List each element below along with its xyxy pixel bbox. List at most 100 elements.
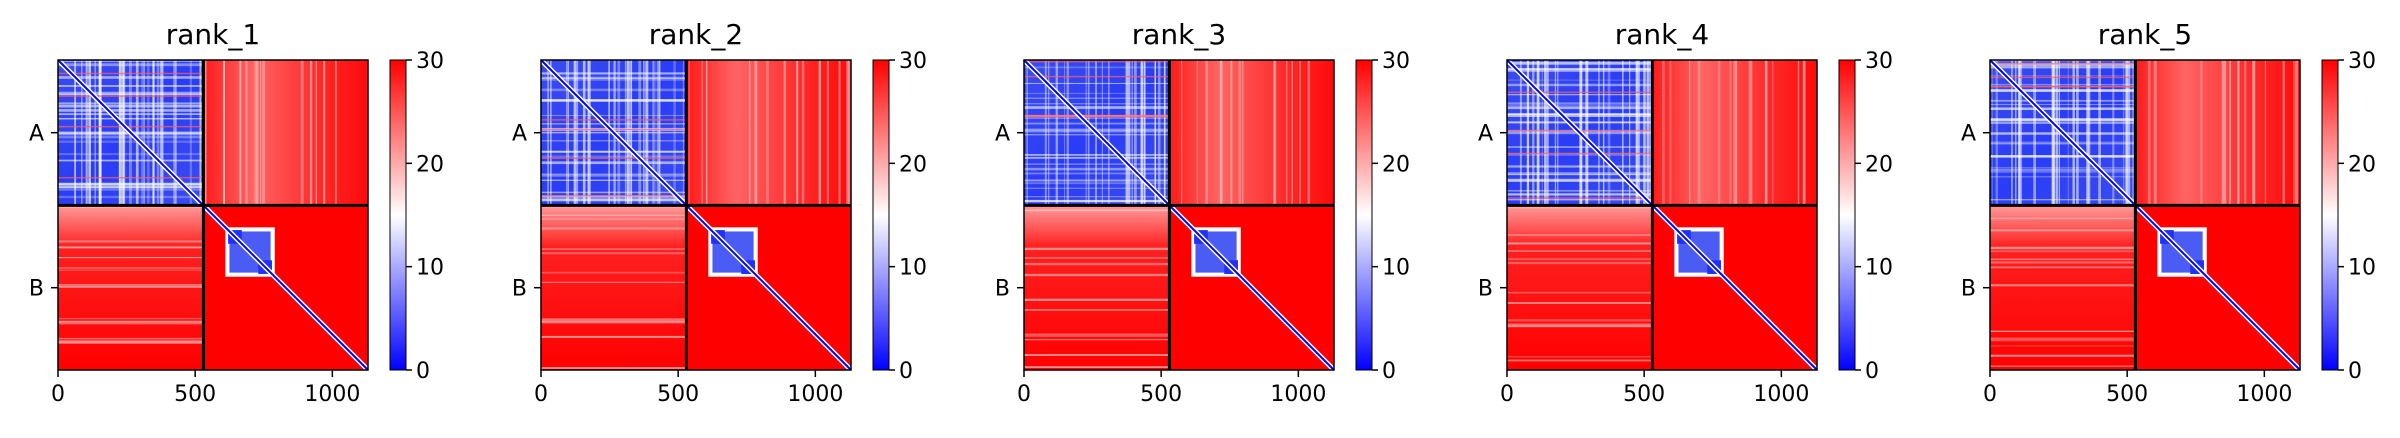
stripe-a-h: [541, 88, 687, 92]
heatmap-block-ba: [1990, 205, 2136, 370]
colorbar-tick-label: 30: [1865, 49, 1893, 74]
stripe-ab: [2264, 60, 2266, 206]
y-tick-label: A: [1478, 122, 1493, 147]
stripe-a-red: [1507, 197, 1653, 199]
stripe-ab: [1299, 60, 1301, 206]
stripe-ab: [2244, 60, 2247, 206]
stripe-a-h: [1990, 99, 2136, 102]
stripe-a-v: [673, 60, 676, 206]
stripe-ba: [58, 322, 204, 325]
stripe-a-h: [1990, 121, 2136, 124]
stripe-ab: [1180, 60, 1183, 206]
colorbar: [1838, 59, 1856, 371]
stripe-a-h: [1024, 187, 1170, 189]
panel-title: rank_4: [1615, 18, 1709, 51]
stripe-a-v: [573, 60, 577, 206]
y-tick-label: B: [29, 277, 44, 302]
stripe-a-h: [1507, 178, 1653, 182]
stripe-a-v: [1157, 60, 1161, 206]
stripe-a-v: [1088, 60, 1090, 206]
panel-title: rank_1: [166, 18, 260, 51]
stripe-a-v: [2051, 60, 2054, 206]
stripe-a-h: [58, 183, 204, 186]
stripe-ab: [254, 60, 258, 206]
stripe-ba: [1024, 247, 1170, 251]
stripe-a-v: [643, 60, 645, 206]
stripe-ab: [2252, 60, 2256, 206]
stripe-a-v: [1629, 60, 1631, 206]
stripe-a-v: [1643, 60, 1646, 206]
stripe-a-h: [1507, 94, 1653, 96]
stripe-a-red: [541, 195, 687, 197]
stripe-a-v: [638, 60, 642, 206]
stripe-a-v: [2086, 60, 2090, 206]
stripe-a-h: [1507, 61, 1653, 65]
stripe-a-h: [58, 118, 204, 120]
stripe-a-red: [58, 72, 204, 75]
stripe-ba: [58, 285, 204, 288]
stripe-ba: [58, 341, 204, 344]
stripe-a-red: [1990, 76, 2136, 79]
stripe-ab: [204, 60, 207, 206]
stripe-ba: [541, 271, 687, 274]
stripe-a-red: [1990, 63, 2136, 65]
stripe-ab: [223, 60, 225, 206]
stripe-a-h: [1990, 155, 2136, 158]
stripe-a-v: [653, 60, 656, 206]
stripe-a-h: [1024, 172, 1170, 175]
stripe-ba: [1024, 354, 1170, 357]
stripe-a-h: [1024, 122, 1170, 125]
stripe-a-v: [2019, 60, 2023, 206]
stripe-a-v: [85, 60, 88, 206]
stripe-a-v: [1048, 60, 1050, 206]
stripe-a-v: [576, 60, 579, 206]
y-tick-label: B: [1961, 277, 1976, 302]
stripe-a-v: [1063, 60, 1065, 206]
stripe-a-v: [2018, 60, 2020, 206]
stripe-ab: [1307, 60, 1309, 206]
stripe-a-v: [608, 60, 610, 206]
colorbar-tick-label: 10: [1865, 256, 1893, 281]
stripe-a-v: [2125, 60, 2129, 206]
plot-frame: [540, 59, 852, 371]
stripe-a-v: [565, 60, 569, 206]
stripe-a-h: [1507, 121, 1653, 124]
y-tick-label: A: [995, 122, 1010, 147]
stripe-a-v: [1532, 60, 1535, 206]
stripe-a-h: [1024, 180, 1170, 182]
plot-frame: [1506, 59, 1818, 371]
stripe-a-v: [1995, 60, 1999, 206]
x-tick-label: 500: [1140, 382, 1182, 407]
stripe-a-h: [1024, 182, 1170, 185]
stripe-ba: [58, 269, 204, 271]
stripe-ba: [1024, 256, 1170, 259]
stripe-ba: [1024, 298, 1170, 301]
stripe-a-h: [58, 102, 204, 105]
stripe-a-v: [2132, 60, 2134, 206]
stripe-ab: [688, 60, 690, 206]
stripe-a-h: [58, 182, 204, 186]
stripe-a-v: [1556, 60, 1559, 206]
stripe-a-h: [1507, 172, 1653, 175]
stripe-a-h: [1990, 75, 2136, 77]
stripe-a-v: [1536, 60, 1539, 206]
stripe-ba: [1990, 246, 2136, 250]
stripe-a-h: [58, 91, 204, 94]
colorbar-tick-label: 20: [416, 152, 444, 177]
stripe-a-v: [2128, 60, 2131, 206]
colorbar-tick-label: 0: [1865, 359, 1879, 384]
x-tick-label: 1000: [304, 382, 360, 407]
x-tick-label: 0: [51, 382, 65, 407]
colorbar-tick-label: 10: [2348, 256, 2376, 281]
stripe-ba: [1990, 266, 2136, 269]
stripe-ab: [2221, 60, 2225, 206]
panel-1: rank_1 0 500 1000 A B 0 10 20 30: [29, 18, 444, 407]
stripe-a-v: [587, 60, 589, 206]
stripe-ab: [256, 60, 259, 206]
stripe-ab: [1733, 60, 1735, 206]
colorbar-tick-label: 0: [416, 359, 430, 384]
stripe-a-v: [1044, 60, 1047, 206]
panel-title: rank_3: [1132, 18, 1226, 51]
stripe-a-v: [2015, 60, 2017, 206]
colorbar-tick-label: 10: [1382, 256, 1410, 281]
